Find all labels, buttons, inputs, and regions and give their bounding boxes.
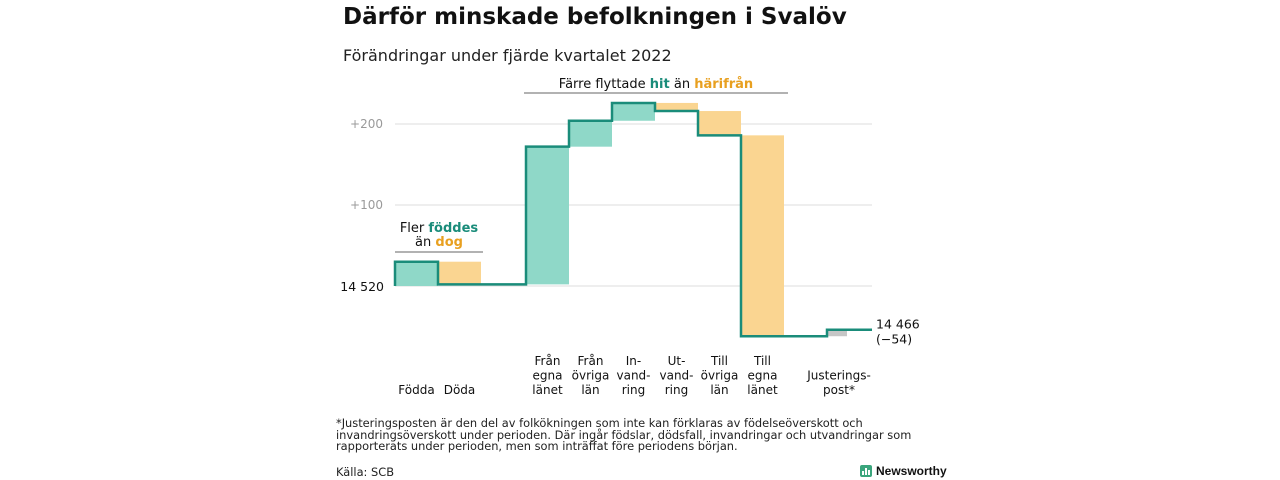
cumulative-step-line	[393, 101, 872, 338]
category-label: Till egna länet	[747, 354, 778, 397]
migration-annotation: Färre flyttade hit än härifrån	[559, 77, 753, 92]
bar-gain	[395, 261, 438, 286]
y-tick-label: +200	[350, 117, 383, 131]
bar-gain	[526, 146, 569, 285]
start-value-label: 14 520	[340, 279, 384, 294]
brand-logo: Newsworthy	[860, 464, 947, 478]
bar-loss	[698, 111, 741, 136]
newsworthy-icon	[860, 465, 872, 477]
category-label: Från egna länet	[532, 354, 563, 397]
category-label: Till övriga län	[701, 354, 739, 397]
category-label: Justerings-post*	[806, 369, 871, 398]
births-annotation-line1: Fler föddes	[400, 221, 479, 236]
end-change-label: (−54)	[876, 332, 912, 347]
bar-gain	[569, 120, 612, 147]
end-value-label: 14 466	[876, 317, 920, 332]
waterfall-chart: +200 +100 14 520 14 466(−54) Födda Döda Från eg…	[340, 77, 920, 398]
category-label: Från övriga län	[572, 354, 610, 397]
brand-name: Newsworthy	[876, 464, 947, 478]
category-label: Födda	[398, 383, 434, 397]
chart-subtitle: Förändringar under fjärde kvartalet 2022	[343, 46, 672, 65]
category-label: Ut-vand-ring	[659, 354, 693, 397]
source: Källa: SCB	[336, 465, 395, 479]
bar-adjustment	[827, 329, 847, 337]
bar-gain	[612, 102, 655, 121]
chart-title: Därför minskade befolkningen i Svalöv	[343, 4, 847, 30]
footnote: *Justeringsposten är den del av folkökni…	[336, 416, 912, 454]
y-tick-label: +100	[350, 198, 383, 212]
bar-loss	[741, 135, 784, 337]
bar-loss	[438, 261, 481, 285]
category-label: Döda	[444, 383, 476, 397]
category-label: In-vand-ring	[616, 354, 650, 397]
births-annotation-line2: än dog	[415, 235, 463, 250]
bar-loss	[655, 102, 698, 112]
